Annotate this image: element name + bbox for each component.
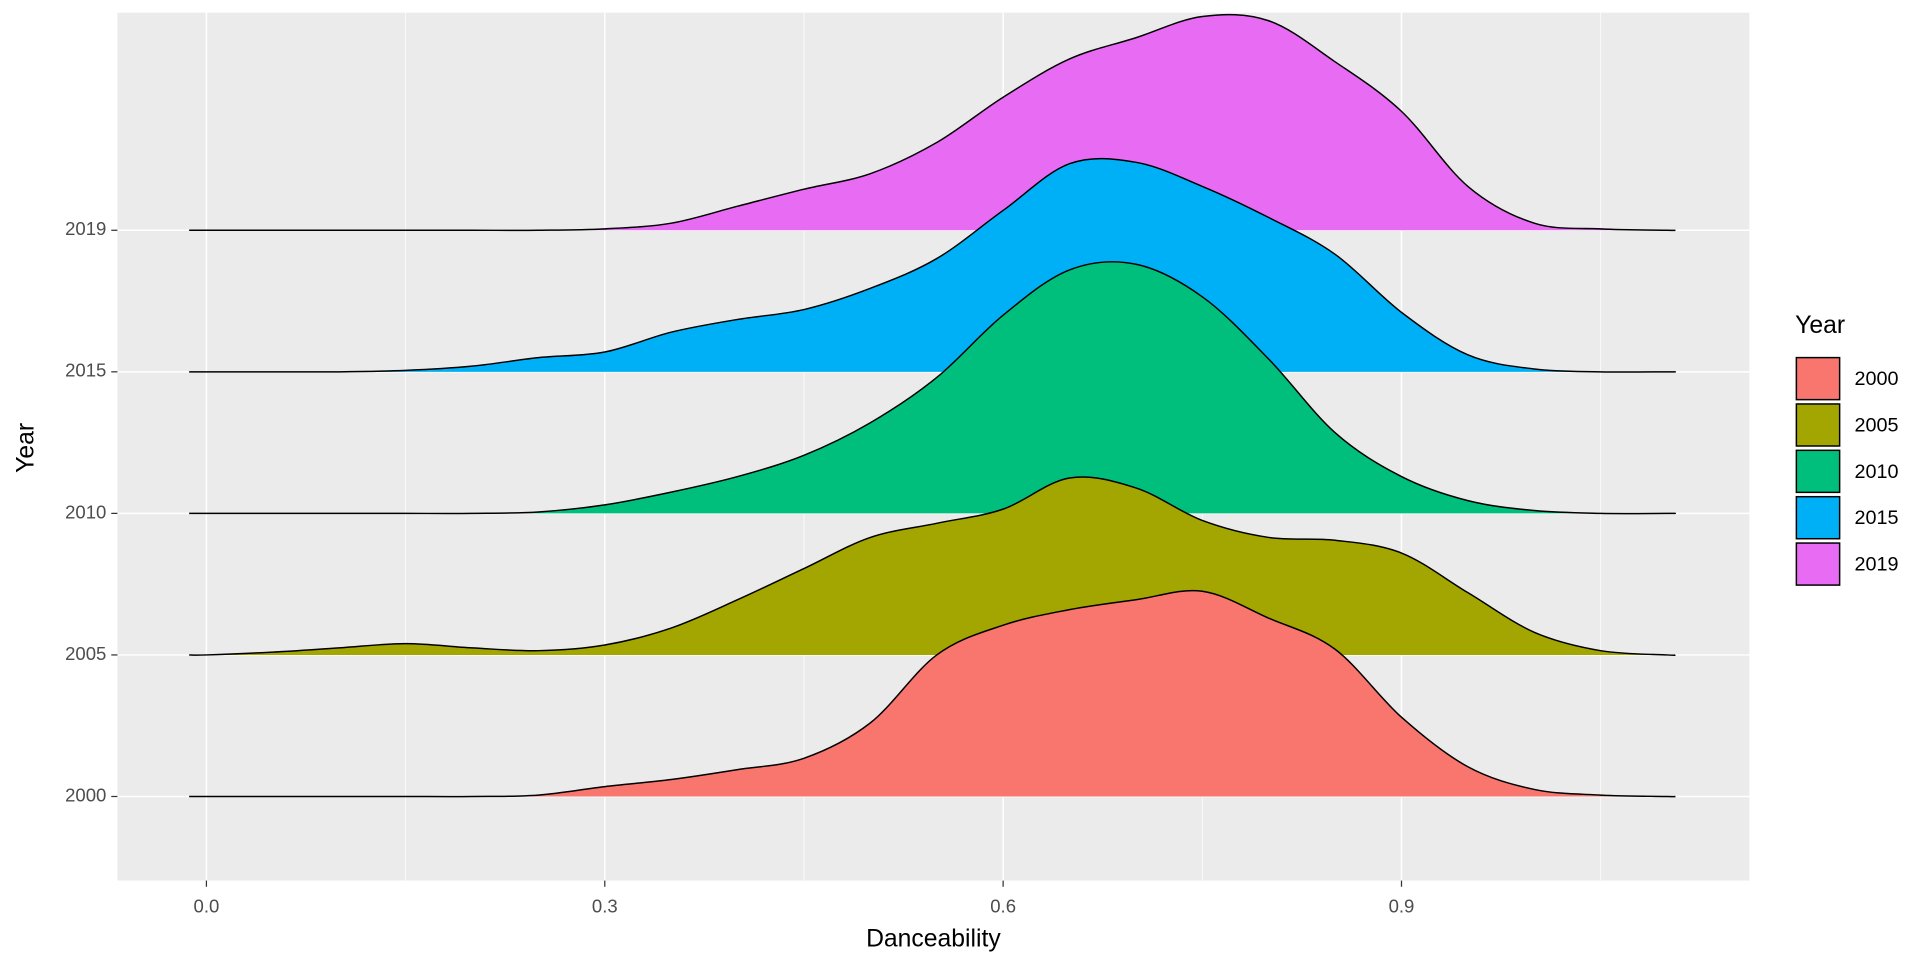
ridge-line: [189, 157, 1676, 373]
y-tick-label: 2019: [65, 218, 106, 239]
x-tick-label: 0.6: [990, 896, 1016, 917]
ridge-area: [189, 590, 1676, 797]
legend-key: [1795, 356, 1841, 401]
legend-key: [1795, 449, 1841, 494]
y-tick-label: 2010: [65, 501, 106, 522]
legend-label: 2010: [1854, 461, 1898, 483]
x-tick-label: 0.3: [592, 896, 618, 917]
y-tick-label: 2015: [65, 360, 106, 381]
legend-label: 2005: [1854, 414, 1898, 436]
legend-label: 2000: [1854, 368, 1898, 390]
legend-key: [1795, 542, 1841, 586]
axes: 0.0 0.3 0.6 0.9 2000 2005 2010 2015 2019: [65, 218, 1414, 917]
x-tick-label: 0.0: [194, 896, 220, 917]
ridge-area: [189, 261, 1676, 514]
ridge-line: [189, 13, 1676, 232]
legend-label: 2019: [1854, 554, 1898, 576]
ridge-area: [189, 14, 1676, 231]
legend: Year 2000 2005 2010 2015 2019: [1795, 312, 1898, 586]
y-axis-title: Year: [13, 423, 40, 473]
y-tick-label: 2000: [65, 784, 106, 805]
ridge-area: [189, 476, 1676, 656]
x-tick-label: 0.9: [1389, 896, 1415, 917]
legend-key: [1795, 495, 1841, 540]
y-tick-label: 2005: [65, 643, 106, 664]
legend-label: 2015: [1854, 507, 1898, 529]
ridge-line: [189, 589, 1676, 798]
legend-title: Year: [1795, 312, 1845, 339]
ridge-line: [189, 476, 1676, 656]
ridge-area: [189, 158, 1676, 373]
legend-key: [1795, 403, 1841, 447]
ridge-line: [189, 261, 1676, 515]
x-axis-title: Danceability: [866, 925, 1001, 952]
ridges: [189, 13, 1676, 798]
